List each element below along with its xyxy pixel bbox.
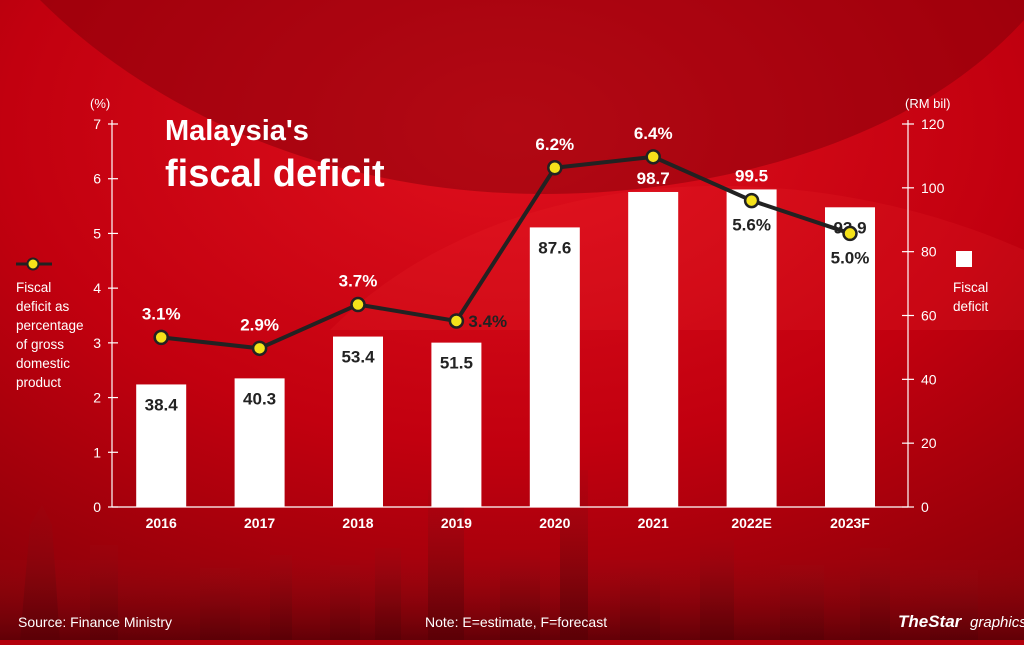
point-2019 <box>448 313 465 329</box>
point-label-2019: 3.4% <box>468 312 507 331</box>
left-tick-label: 2 <box>93 390 101 406</box>
point-2016 <box>153 329 169 346</box>
bar-2022E <box>726 189 777 507</box>
point-label-2020: 6.2% <box>535 135 574 154</box>
point-2023F <box>842 225 858 242</box>
x-tick-label-2022E: 2022E <box>731 515 771 531</box>
left-tick-label: 6 <box>93 171 101 187</box>
bar-data-labels: 38.440.353.451.587.698.799.593.9 <box>145 166 867 414</box>
x-tick-label-2023F: 2023F <box>830 515 870 531</box>
left-axis-unit: (%) <box>90 96 110 111</box>
point-2022E <box>743 192 760 209</box>
background-swoosh <box>40 0 1024 194</box>
brand-logo-graphics: graphics <box>970 614 1024 631</box>
bar-label-2018: 53.4 <box>341 348 375 367</box>
chart-title-line2: fiscal deficit <box>165 153 385 195</box>
left-tick-label: 1 <box>93 444 101 460</box>
bar-label-2017: 40.3 <box>243 389 276 408</box>
bar-2017 <box>234 378 285 507</box>
x-tick-label-2019: 2019 <box>441 515 472 531</box>
bar-label-2021: 98.7 <box>637 169 670 188</box>
bar-label-2016: 38.4 <box>145 395 179 414</box>
legend-line-label-5: domestic <box>16 356 70 371</box>
line-data-labels: 3.1% 2.9% 3.7% 3.4% 6.2% 6.4% 5.6% 5.0% <box>142 124 870 335</box>
left-axis-ticks: 0 1 2 3 4 5 6 7 <box>93 116 118 515</box>
bar-2020 <box>529 227 580 507</box>
legend-line-label-6: product <box>16 375 61 390</box>
bar-2019 <box>431 342 482 507</box>
x-tick-label-2016: 2016 <box>146 515 177 531</box>
bar-label-2019: 51.5 <box>440 354 473 373</box>
legend-line-label: Fiscal deficit as percentage of gross do… <box>16 280 87 390</box>
point-label-2018: 3.7% <box>339 272 378 291</box>
bar-2023F <box>825 207 875 508</box>
source-note: Source: Finance Ministry <box>18 614 172 630</box>
x-tick-label-2021: 2021 <box>638 515 669 531</box>
point-2020 <box>547 160 563 176</box>
line-series-points <box>153 149 858 357</box>
point-2017 <box>251 340 268 357</box>
line-series-path <box>160 154 851 351</box>
bar-series <box>136 189 875 508</box>
point-label-2017: 2.9% <box>240 315 279 334</box>
legend-line-label-1: Fiscal <box>16 280 51 295</box>
x-axis-tick-labels: 2016 2017 2018 2019 2020 2021 2022E 2023F <box>146 515 871 531</box>
right-tick-label: 20 <box>921 435 937 451</box>
right-tick-label: 80 <box>921 244 937 260</box>
chart-title-line1: Malaysia's <box>165 115 309 147</box>
bar-2016 <box>136 384 187 507</box>
right-axis-ticks: 0 20 40 60 80 100 120 <box>902 116 945 515</box>
estimate-note: Note: E=estimate, F=forecast <box>425 614 607 630</box>
point-2021 <box>645 149 661 165</box>
x-tick-label-2017: 2017 <box>244 515 275 531</box>
right-tick-label: 60 <box>921 308 937 324</box>
point-2018 <box>350 296 366 313</box>
point-label-2023F: 5.0% <box>831 248 870 267</box>
point-label-2022E: 5.6% <box>732 216 771 235</box>
bar-label-2022E: 99.5 <box>735 166 768 185</box>
x-tick-label-2018: 2018 <box>342 515 373 531</box>
bar-2018 <box>333 336 383 507</box>
bar-2021 <box>628 191 679 508</box>
legend-line-label-3: percentage <box>16 318 84 333</box>
brand-logo: TheStar graphics <box>898 612 1024 631</box>
right-tick-label: 120 <box>921 116 945 132</box>
left-tick-label: 7 <box>93 116 101 132</box>
brand-logo-star: TheStar <box>898 612 963 631</box>
legend-bar-swatch <box>956 251 972 267</box>
legend-bar-label: Fiscal deficit <box>953 280 992 314</box>
point-label-2016: 3.1% <box>142 304 181 323</box>
legend-line-label-2: deficit as <box>16 299 70 314</box>
legend-bar-label-2: deficit <box>953 299 989 314</box>
left-tick-label: 5 <box>93 225 101 241</box>
right-tick-label: 0 <box>921 499 929 515</box>
city-skyline <box>0 470 1024 640</box>
left-tick-label: 3 <box>93 335 101 351</box>
left-tick-label: 0 <box>93 499 101 515</box>
right-tick-label: 100 <box>921 180 945 196</box>
legend-line-label-4: of gross <box>16 337 64 352</box>
bar-label-2020: 87.6 <box>538 238 571 257</box>
left-tick-label: 4 <box>93 280 101 296</box>
legend-line-marker <box>26 257 40 271</box>
legend-bar-label-1: Fiscal <box>953 280 988 295</box>
point-label-2021: 6.4% <box>634 124 673 143</box>
x-tick-label-2020: 2020 <box>539 515 570 531</box>
right-axis-unit: (RM bil) <box>905 96 951 111</box>
right-tick-label: 40 <box>921 371 937 387</box>
